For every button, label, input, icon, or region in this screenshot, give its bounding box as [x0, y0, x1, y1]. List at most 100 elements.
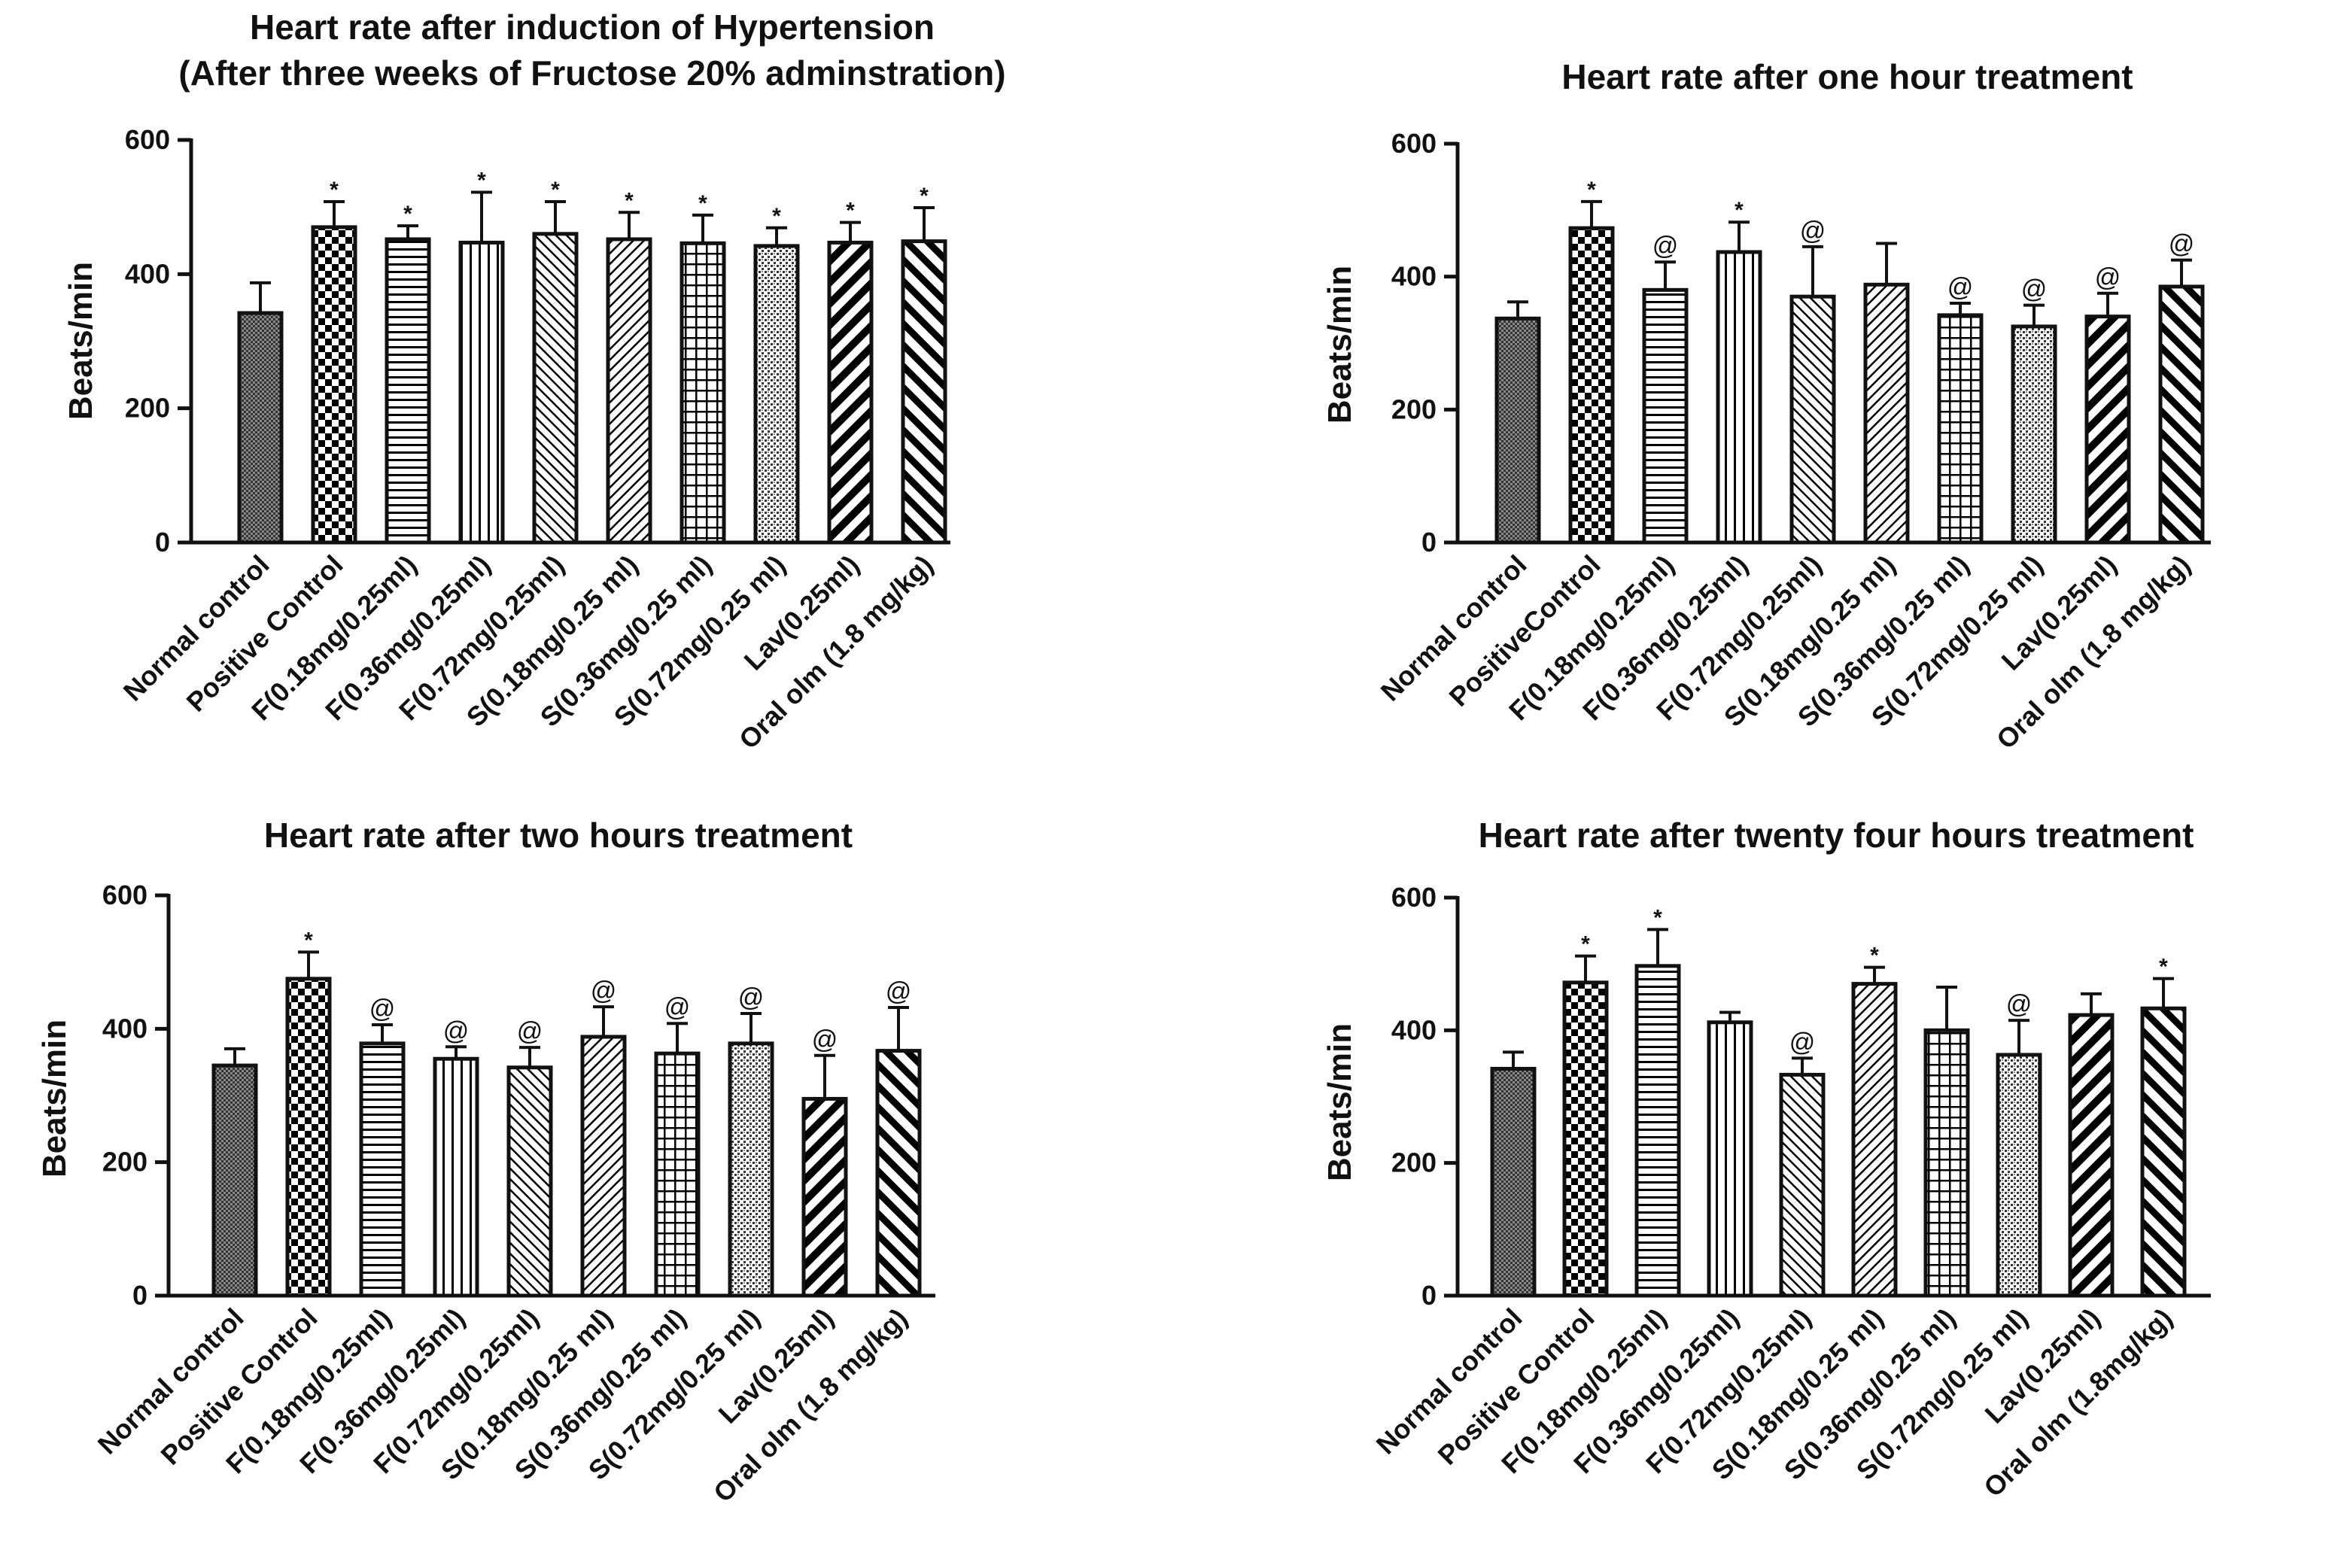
y-tick-label: 600	[1391, 128, 1437, 159]
y-axis-label: Beats/min	[36, 1020, 73, 1178]
y-tick-label: 0	[1421, 1280, 1437, 1311]
bar	[1937, 313, 1984, 545]
bar	[801, 1096, 848, 1298]
sig-mark: @	[2095, 263, 2121, 292]
bar	[1789, 294, 1836, 545]
chart-title: Heart rate after twenty four hours treat…	[1479, 816, 2194, 855]
panel-0: Heart rate after induction of Hypertensi…	[62, 8, 1006, 755]
sig-mark: @	[2006, 990, 2032, 1019]
y-tick-label: 600	[1391, 882, 1437, 913]
significance-marks: * @ * @ @ @ @ @	[1587, 178, 2194, 304]
sig-mark: *	[1581, 932, 1590, 957]
category-labels: Normal control Positive Control F(0.18mg…	[1370, 1302, 2178, 1503]
sig-mark: @	[1789, 1028, 1816, 1056]
y-tick-label: 400	[1391, 1014, 1437, 1045]
significance-marks: * @ @ @ @ @ @ @ @	[304, 928, 911, 1053]
bar	[1568, 226, 1615, 545]
bar	[654, 1051, 701, 1298]
bar	[901, 239, 947, 545]
y-axis-label: Beats/min	[1321, 1023, 1358, 1181]
sig-mark: @	[517, 1017, 543, 1046]
bar	[2011, 324, 2057, 545]
sig-mark: *	[304, 928, 313, 953]
bar	[237, 311, 284, 545]
significance-marks: * * @ * @ *	[1581, 905, 2168, 1056]
bar	[1494, 316, 1541, 545]
bar	[2068, 1013, 2115, 1298]
bars	[1490, 928, 2187, 1298]
chart-title: Heart rate after one hour treatment	[1561, 57, 2133, 96]
sig-mark: @	[812, 1026, 838, 1054]
bars	[211, 950, 922, 1298]
bars	[1494, 199, 2205, 545]
sig-mark: *	[1735, 198, 1744, 223]
bar	[532, 232, 579, 545]
bar	[1996, 1053, 2042, 1298]
sig-mark: *	[403, 202, 412, 226]
bar	[1851, 982, 1898, 1298]
bar	[1923, 1028, 1970, 1298]
bar	[211, 1063, 258, 1298]
bar	[680, 241, 726, 545]
chart-title: Heart rate after two hours treatment	[264, 816, 853, 855]
bar	[1562, 980, 1609, 1298]
bar	[1490, 1066, 1537, 1298]
y-tick-label: 200	[1391, 1147, 1437, 1178]
bar	[285, 977, 332, 1298]
y-ticks: 0 200 400 600	[1391, 128, 1437, 558]
panel-1: Heart rate after one hour treatment Beat…	[1321, 57, 2211, 755]
category-labels: Normal control Positive Control F(0.18mg…	[117, 549, 939, 755]
y-tick-label: 200	[102, 1147, 147, 1178]
bar	[1716, 250, 1762, 545]
sig-mark: @	[591, 977, 617, 1005]
sig-mark: @	[1947, 273, 1974, 302]
y-tick-label: 0	[155, 527, 170, 558]
bar	[506, 1065, 553, 1298]
sig-mark: @	[369, 995, 396, 1023]
sig-mark: *	[920, 184, 929, 208]
y-tick-label: 600	[125, 124, 170, 155]
bar	[458, 240, 505, 545]
sig-mark: *	[477, 169, 486, 193]
bar	[753, 244, 800, 545]
y-tick-label: 200	[1391, 394, 1437, 424]
y-tick-label: 200	[125, 393, 170, 424]
y-tick-label: 600	[102, 880, 147, 910]
bar	[2140, 1006, 2187, 1298]
y-tick-label: 400	[1391, 261, 1437, 292]
sig-mark: *	[772, 204, 781, 229]
y-tick-label: 400	[125, 258, 170, 289]
sig-mark: *	[1870, 944, 1879, 968]
sig-mark: @	[2169, 230, 2195, 259]
sig-mark: *	[698, 191, 707, 216]
bar	[1863, 282, 1910, 545]
y-ticks: 0 200 400 600	[102, 880, 147, 1311]
y-ticks: 0 200 400 600	[1391, 882, 1437, 1311]
sig-mark: @	[664, 993, 691, 1022]
bars	[237, 190, 947, 545]
sig-mark: *	[1653, 905, 1662, 930]
y-tick-label: 400	[102, 1013, 147, 1044]
category-labels: Normal control Positive Control F(0.18mg…	[92, 1302, 914, 1509]
sig-mark: *	[551, 178, 560, 202]
sig-mark: @	[2021, 275, 2048, 304]
chart-title-line-1: Heart rate after induction of Hypertensi…	[250, 8, 935, 47]
bar	[728, 1041, 774, 1298]
sig-mark: *	[846, 199, 855, 223]
sig-mark: @	[1800, 217, 1826, 245]
bar	[433, 1056, 479, 1298]
sig-mark: *	[625, 188, 634, 213]
sig-mark: @	[886, 977, 912, 1006]
bar	[827, 240, 874, 545]
bar	[311, 225, 357, 545]
sig-mark: @	[738, 983, 765, 1012]
bar	[1779, 1072, 1826, 1298]
bar	[385, 237, 431, 545]
sig-mark: @	[443, 1016, 470, 1045]
significance-marks: * * * * * * * * *	[330, 169, 929, 229]
bar	[359, 1041, 406, 1298]
y-ticks: 0 200 400 600	[125, 124, 170, 558]
y-tick-label: 0	[1421, 527, 1437, 558]
y-tick-label: 0	[132, 1280, 147, 1311]
